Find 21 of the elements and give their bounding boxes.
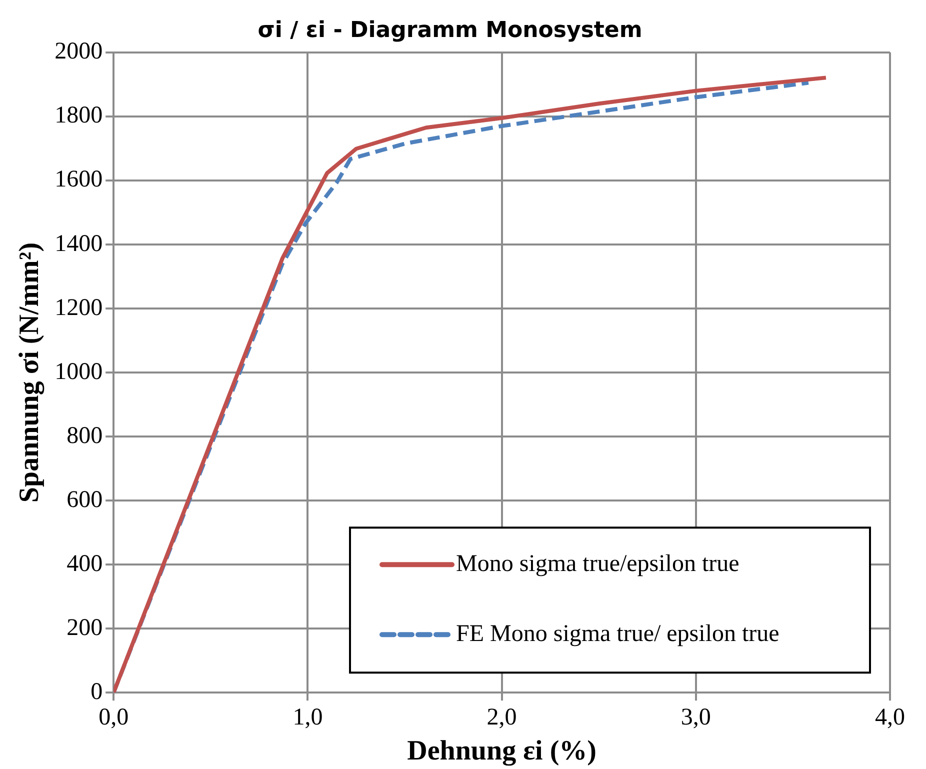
y-tick-label: 800 <box>66 422 103 449</box>
x-tick-label: 4,0 <box>875 704 905 730</box>
x-axis-title: Dehnung εi (%) <box>407 735 596 766</box>
y-tick-label: 1000 <box>54 358 103 385</box>
y-tick-label: 1400 <box>54 230 103 257</box>
legend-label: Mono sigma true/epsilon true <box>456 550 740 577</box>
y-tick-label: 1200 <box>54 294 103 321</box>
y-tick-label: 1800 <box>54 102 103 129</box>
x-tick-label: 1,0 <box>292 704 323 730</box>
y-tick-label: 2000 <box>54 38 103 65</box>
y-tick-label: 1600 <box>54 166 103 193</box>
legend-label: FE Mono sigma true/ epsilon true <box>456 620 780 647</box>
y-tick-label: 0 <box>90 678 103 705</box>
x-tick-label: 0,0 <box>98 704 129 730</box>
y-tick-label: 200 <box>66 614 103 641</box>
y-tick-label: 400 <box>66 550 103 577</box>
y-tick-label: 600 <box>66 486 103 513</box>
x-tick-label: 3,0 <box>680 704 711 730</box>
y-axis-title: Spannung σi (N/mm²) <box>14 242 46 503</box>
chart-title: σi / εi - Diagramm Monosystem <box>258 18 642 43</box>
x-tick-label: 2,0 <box>486 704 517 730</box>
